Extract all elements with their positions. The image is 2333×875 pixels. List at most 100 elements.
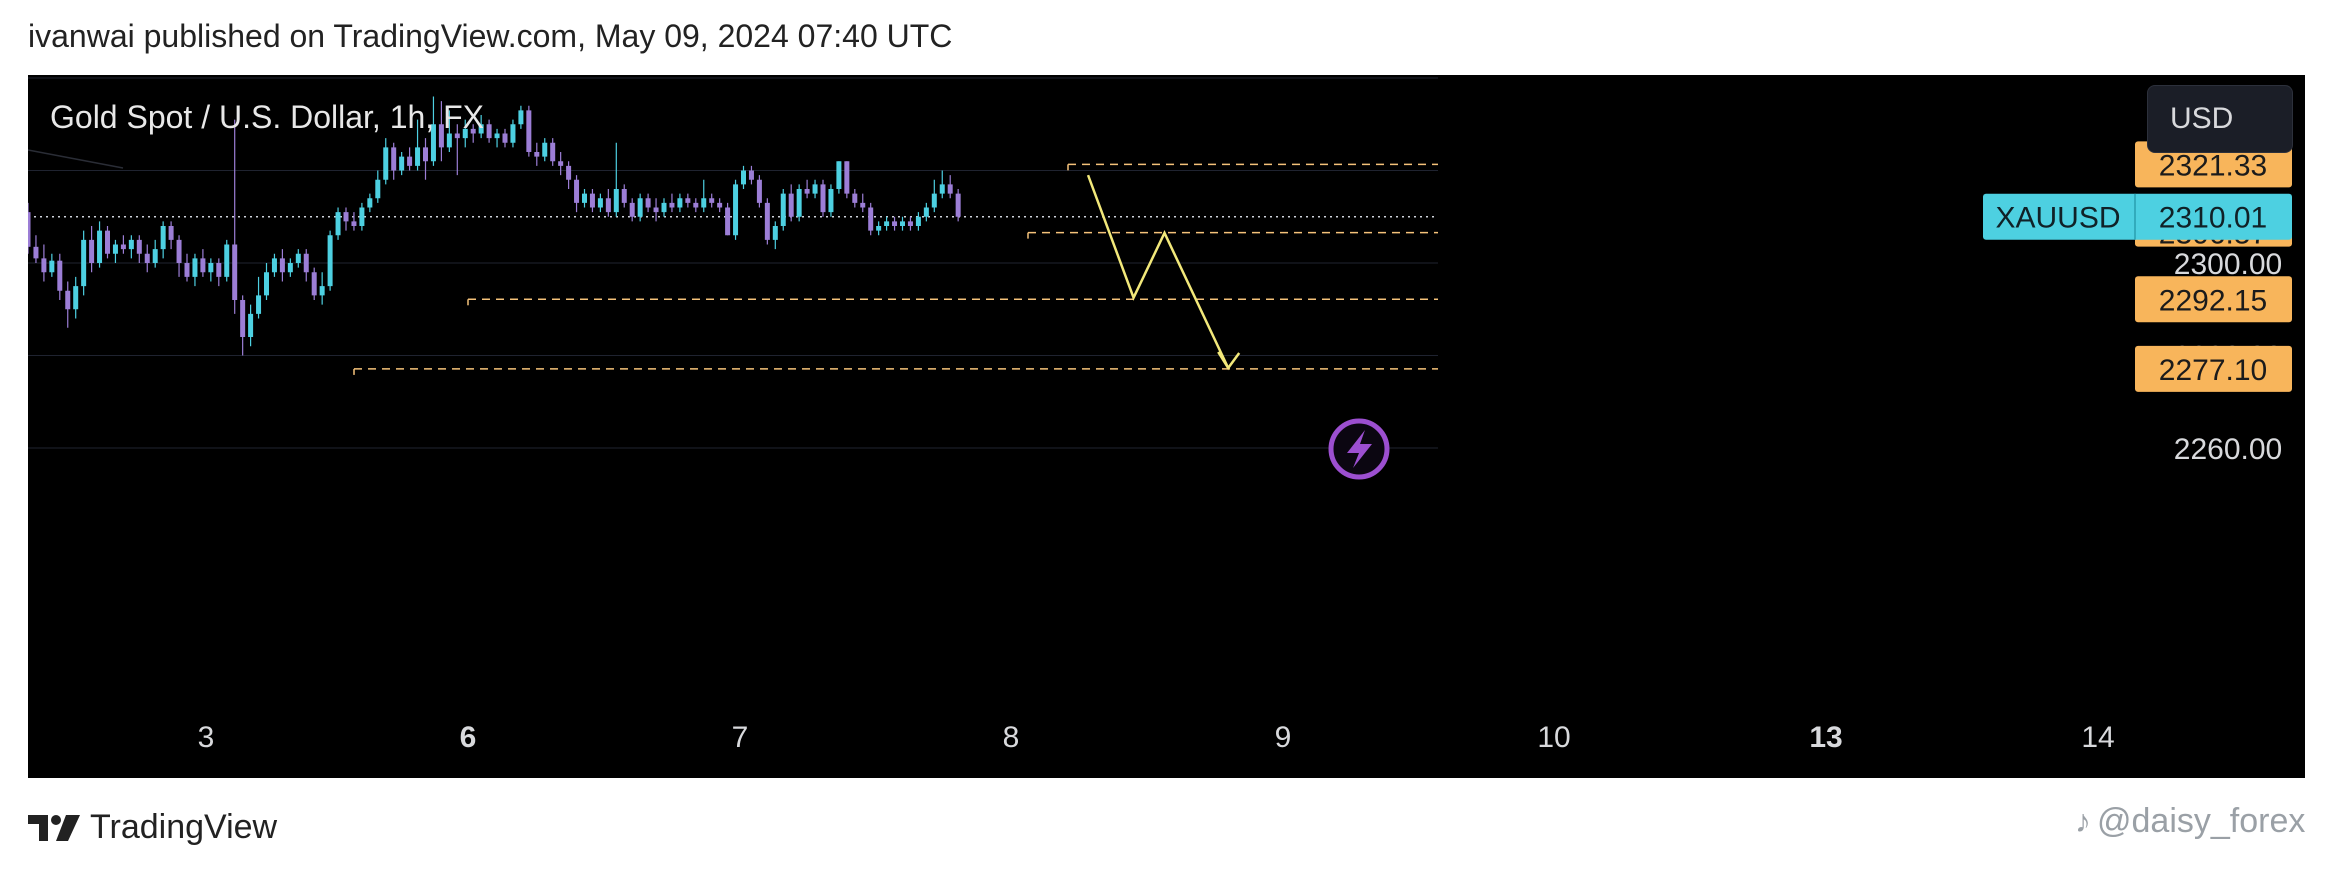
candle-body	[685, 198, 691, 203]
candle-body	[399, 156, 405, 171]
candle-body	[128, 239, 134, 250]
candle-body	[892, 221, 898, 226]
candle	[176, 235, 182, 277]
candle-body	[621, 189, 627, 203]
candle	[955, 189, 961, 222]
candle-body	[582, 193, 587, 203]
candle-body	[351, 221, 357, 226]
candle	[788, 184, 794, 222]
candle-body	[589, 193, 595, 208]
candle	[693, 198, 699, 213]
x-tick-label: 3	[198, 721, 215, 754]
candle	[518, 105, 524, 129]
candle-body	[836, 161, 842, 189]
candle-body	[637, 198, 643, 217]
candle-body	[367, 198, 373, 208]
candle	[566, 161, 572, 189]
candle	[438, 101, 444, 162]
candle-body	[597, 198, 603, 208]
candle	[367, 193, 373, 213]
candle-body	[780, 193, 786, 226]
candle	[295, 249, 301, 268]
candle-body	[868, 207, 874, 231]
candle-body	[860, 202, 866, 208]
candle-body	[97, 230, 103, 263]
candle-body	[375, 179, 381, 199]
chart-title: Gold Spot / U.S. Dollar, 1h, FX	[50, 99, 484, 135]
candle	[343, 207, 349, 231]
candle-body	[828, 189, 834, 213]
candle-body	[224, 244, 230, 277]
candle-body	[701, 198, 707, 208]
candle	[279, 249, 285, 282]
lightning-icon[interactable]	[1328, 418, 1390, 480]
candle-body	[852, 193, 858, 203]
candle-body	[812, 184, 818, 194]
current-price-value: 2310.01	[2159, 202, 2267, 235]
candle-body	[629, 202, 635, 217]
x-tick-label: 13	[1809, 721, 1842, 754]
candle	[184, 253, 190, 282]
candle-body	[478, 124, 484, 134]
candle	[327, 230, 333, 291]
candle-body	[717, 202, 723, 208]
candle-body	[534, 152, 540, 157]
candle-body	[33, 246, 39, 259]
candle	[637, 193, 643, 222]
candle-body	[407, 156, 413, 166]
candle	[311, 267, 317, 300]
candle	[216, 258, 222, 287]
candle	[423, 138, 428, 180]
candle	[876, 221, 882, 236]
candle-body	[661, 202, 667, 213]
candle	[820, 179, 826, 217]
candle-body	[566, 165, 572, 180]
candle	[756, 175, 762, 208]
candle	[454, 124, 460, 176]
candle	[144, 244, 150, 273]
candle	[828, 184, 834, 217]
candle-body	[105, 230, 110, 254]
candle-body	[176, 239, 182, 263]
level-label: 2292.15	[2135, 276, 2292, 323]
candle	[661, 198, 667, 217]
candle	[105, 226, 110, 259]
candle-body	[748, 170, 754, 180]
candle	[89, 226, 95, 273]
candle-body	[28, 212, 31, 247]
candle	[550, 138, 556, 166]
x-tick-label: 10	[1537, 721, 1570, 754]
currency-button[interactable]: USD	[2147, 85, 2293, 153]
candle	[844, 161, 850, 199]
candle	[907, 216, 913, 231]
candle	[653, 198, 659, 222]
candle	[446, 110, 452, 152]
candle	[208, 258, 214, 282]
candle	[510, 119, 516, 148]
candle-body	[605, 198, 611, 213]
candle	[884, 216, 890, 231]
candle	[733, 179, 739, 240]
candle	[287, 258, 293, 277]
candle	[351, 212, 357, 231]
candle	[470, 124, 476, 143]
candle-body	[653, 207, 659, 213]
y-tick-label: 2300.00	[2174, 248, 2282, 281]
candle	[613, 142, 619, 217]
candle-body	[216, 263, 222, 277]
candle-body	[939, 184, 945, 194]
candle	[391, 142, 397, 180]
candle-body	[709, 198, 715, 203]
candle-body	[232, 244, 238, 300]
candle	[748, 165, 754, 185]
tradingview-logo[interactable]: TradingView	[28, 808, 277, 847]
candle-body	[335, 212, 341, 236]
candle-body	[343, 212, 349, 222]
candle-body	[160, 226, 166, 250]
candle-body	[613, 189, 619, 213]
candle-body	[526, 110, 532, 152]
candle	[741, 165, 746, 189]
candle-body	[49, 260, 55, 273]
